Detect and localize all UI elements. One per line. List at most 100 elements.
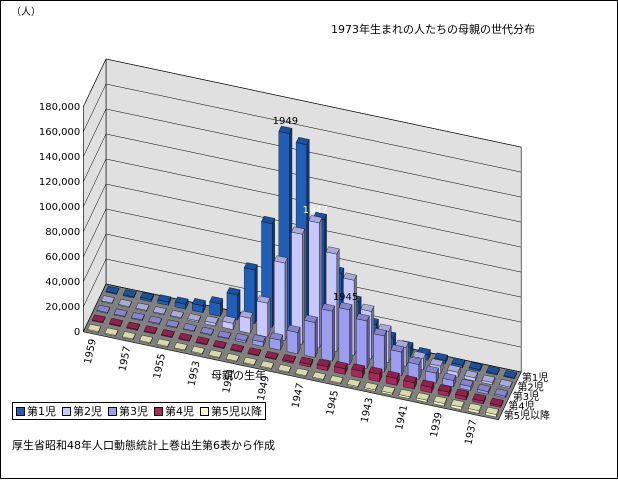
- bar: [316, 358, 331, 371]
- legend-label: 第5児以降: [211, 405, 262, 418]
- bar: [329, 375, 344, 385]
- bar: [165, 319, 180, 329]
- bar: [472, 393, 487, 405]
- x-tick-label: 1951: [221, 367, 237, 394]
- y-tick-label: 60,000: [45, 252, 80, 263]
- bar: [403, 375, 417, 390]
- gridline: [83, 58, 522, 148]
- y-tick-label: 100,000: [39, 202, 80, 213]
- bar: [100, 295, 115, 305]
- gridline: [83, 208, 522, 298]
- bar: [230, 343, 244, 353]
- bar: [226, 287, 241, 321]
- bar: [381, 385, 396, 396]
- y-tick-label: 160,000: [39, 127, 80, 138]
- bar: [355, 313, 370, 369]
- data-annotation: 1945: [333, 292, 358, 303]
- x-axis-ticks: 1959 1957 1955 1953 1951 1949 1947 1945 1943 1941…: [83, 338, 480, 446]
- x-axis-label: 母親の生年: [211, 368, 266, 382]
- bar: [442, 372, 457, 388]
- bar: [104, 327, 119, 337]
- bar: [105, 285, 120, 295]
- series-depth-label: 第2児: [517, 380, 543, 393]
- bar: [425, 365, 439, 384]
- bar: [131, 312, 145, 322]
- gridline: [83, 233, 522, 323]
- bar: [152, 306, 167, 316]
- legend-item: 第2児: [62, 403, 102, 419]
- bar: [192, 298, 206, 313]
- bar: [477, 383, 491, 395]
- x-tick-label: 1945: [325, 389, 341, 416]
- bar: [200, 326, 214, 336]
- bar: [113, 308, 128, 318]
- gridline: [83, 83, 522, 173]
- legend-label: 第2児: [73, 405, 102, 418]
- x-tick-label: 1941: [394, 404, 410, 431]
- bar: [118, 298, 132, 308]
- bar: [277, 364, 292, 374]
- legend-item: 第1児: [16, 403, 56, 419]
- bar: [498, 379, 513, 389]
- bar: [368, 366, 383, 382]
- bar: [312, 371, 326, 381]
- bar: [334, 361, 348, 375]
- bar: [195, 336, 210, 346]
- legend: 第1児 第2児 第3児 第4児 第5児以降: [12, 402, 266, 420]
- x-tick-label: 1943: [360, 397, 376, 424]
- bar: [286, 324, 301, 355]
- bar: [96, 304, 111, 314]
- bar: [187, 313, 202, 323]
- bar: [182, 323, 197, 333]
- y-axis-ticks: 0 20,000 40,000 60,000 80,000 100,000 120,000 1…: [39, 58, 522, 373]
- data-annotation: 1949: [273, 116, 298, 127]
- bar: [161, 329, 175, 338]
- bar: [373, 328, 387, 373]
- bar: [273, 255, 288, 341]
- bar: [87, 324, 102, 333]
- bar: [503, 370, 518, 380]
- bar: [385, 370, 400, 386]
- bar: [157, 294, 172, 306]
- bar: [126, 321, 141, 331]
- x-tick-label: 1959: [83, 338, 99, 365]
- y-unit-label: （人）: [11, 6, 41, 18]
- bar: [174, 296, 189, 310]
- bar: [256, 295, 271, 338]
- bar: [243, 356, 257, 366]
- gridline: [83, 158, 522, 248]
- bar: [451, 357, 466, 369]
- bar: [143, 325, 158, 335]
- bar: [291, 226, 305, 345]
- bar: [109, 318, 123, 327]
- x-tick-label: 1953: [187, 360, 203, 387]
- bar: [299, 356, 314, 368]
- bar: [464, 370, 478, 382]
- bar: [204, 315, 219, 327]
- series-depth-label: 第1児: [522, 371, 548, 384]
- bar: [91, 314, 106, 324]
- x-tick-label: 1957: [117, 345, 133, 372]
- gridline: [83, 108, 522, 198]
- bar: [304, 314, 318, 358]
- x-tick-label: 1955: [152, 353, 168, 380]
- x-tick-label: 1939: [429, 411, 445, 438]
- x-tick-label: 1947: [290, 382, 306, 409]
- bar: [481, 374, 496, 385]
- bar: [252, 334, 266, 347]
- bar: [148, 315, 163, 325]
- bar: [209, 296, 224, 317]
- series-depth-label: 第5児以降: [504, 409, 550, 422]
- bar: [239, 310, 254, 334]
- bar: [398, 388, 413, 399]
- bar: [420, 379, 435, 394]
- bar: [121, 331, 136, 341]
- legend-swatch: [16, 406, 25, 416]
- legend-item: 第5児以降: [200, 403, 262, 419]
- legend-swatch: [154, 406, 163, 416]
- y-tick-label: 0: [74, 327, 80, 338]
- bar: [122, 289, 137, 299]
- bar: [156, 338, 171, 348]
